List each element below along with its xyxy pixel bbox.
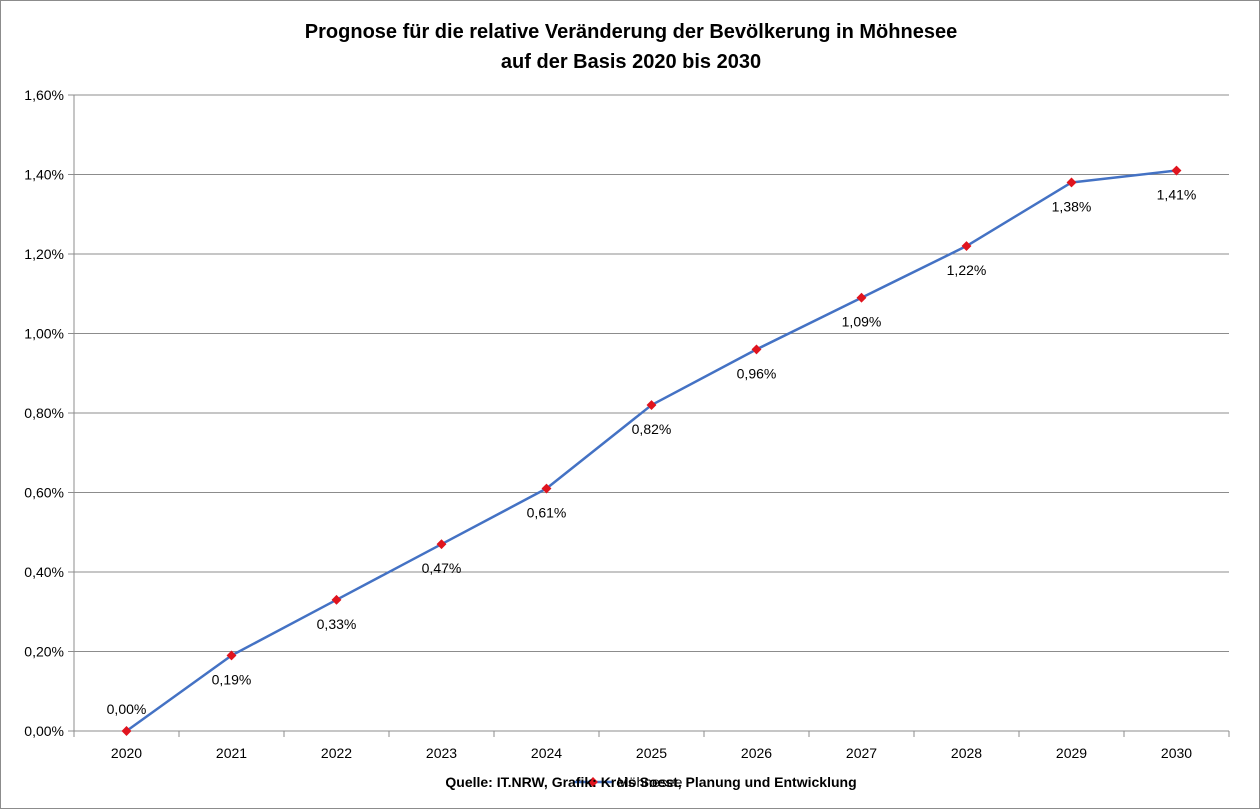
data-label: 1,38%	[1052, 198, 1092, 214]
data-point	[1171, 165, 1182, 176]
y-tick-label: 1,20%	[24, 246, 64, 262]
data-label: 0,61%	[527, 505, 567, 521]
x-tick-label: 2024	[531, 745, 562, 761]
data-point	[436, 539, 447, 550]
data-label: 0,47%	[422, 560, 462, 576]
y-tick-label: 0,80%	[24, 405, 64, 421]
data-label: 1,41%	[1157, 187, 1197, 203]
chart-subtitle: auf der Basis 2020 bis 2030	[501, 51, 761, 73]
data-label: 0,96%	[737, 365, 777, 381]
data-label: 1,09%	[842, 314, 882, 330]
data-labels: 0,00% 0,19% 0,33% 0,47% 0,61% 0,82% 0,96% 1,09%…	[107, 187, 1197, 717]
x-tick-label: 2029	[1056, 745, 1087, 761]
series-lines	[125, 169, 1177, 733]
x-tick-label: 2030	[1161, 745, 1192, 761]
y-tick-label: 1,60%	[24, 87, 64, 103]
y-tick-label: 0,00%	[24, 723, 64, 739]
data-label: 0,19%	[212, 671, 252, 687]
data-label: 0,33%	[317, 616, 357, 632]
x-tick-label: 2028	[951, 745, 982, 761]
chart-title: Prognose für die relative Veränderung de…	[305, 21, 957, 43]
axes	[68, 94, 1230, 737]
data-point	[226, 650, 237, 661]
gridlines	[74, 94, 1229, 652]
legend-marker-swatch	[588, 777, 598, 787]
data-point	[331, 594, 342, 605]
x-tick-label: 2026	[741, 745, 772, 761]
series-line	[125, 169, 1177, 733]
data-point	[541, 483, 552, 494]
source-note: Quelle: IT.NRW, Grafik: Kreis Soest, Pla…	[445, 774, 856, 790]
x-tick-label: 2022	[321, 745, 352, 761]
x-tick-label: 2020	[111, 745, 142, 761]
data-label: 0,82%	[632, 421, 672, 437]
data-point	[646, 400, 657, 410]
y-tick-label: 1,40%	[24, 167, 64, 183]
x-tick-labels: 2020 2021 2022 2023 2024 2025 2026 2027 2028 2029…	[111, 745, 1192, 761]
legend: Möhnesee	[573, 774, 683, 790]
y-tick-label: 1,00%	[24, 326, 64, 342]
y-tick-label: 0,40%	[24, 564, 64, 580]
data-point	[1066, 177, 1077, 188]
data-label: 0,00%	[107, 701, 147, 717]
y-tick-label: 0,20%	[24, 644, 64, 660]
legend-label: Möhnesee	[617, 774, 683, 790]
data-label: 1,22%	[947, 262, 987, 278]
x-tick-label: 2023	[426, 745, 457, 761]
data-point	[751, 344, 762, 355]
data-markers	[121, 165, 1182, 736]
y-tick-labels: 0,00% 0,20% 0,40% 0,60% 0,80% 1,00% 1,20% 1,40%…	[24, 87, 64, 739]
data-point	[961, 241, 972, 251]
data-point	[856, 292, 867, 303]
x-tick-label: 2025	[636, 745, 667, 761]
x-tick-label: 2027	[846, 745, 877, 761]
x-tick-label: 2021	[216, 745, 247, 761]
data-point	[121, 726, 132, 736]
y-tick-label: 0,60%	[24, 485, 64, 501]
